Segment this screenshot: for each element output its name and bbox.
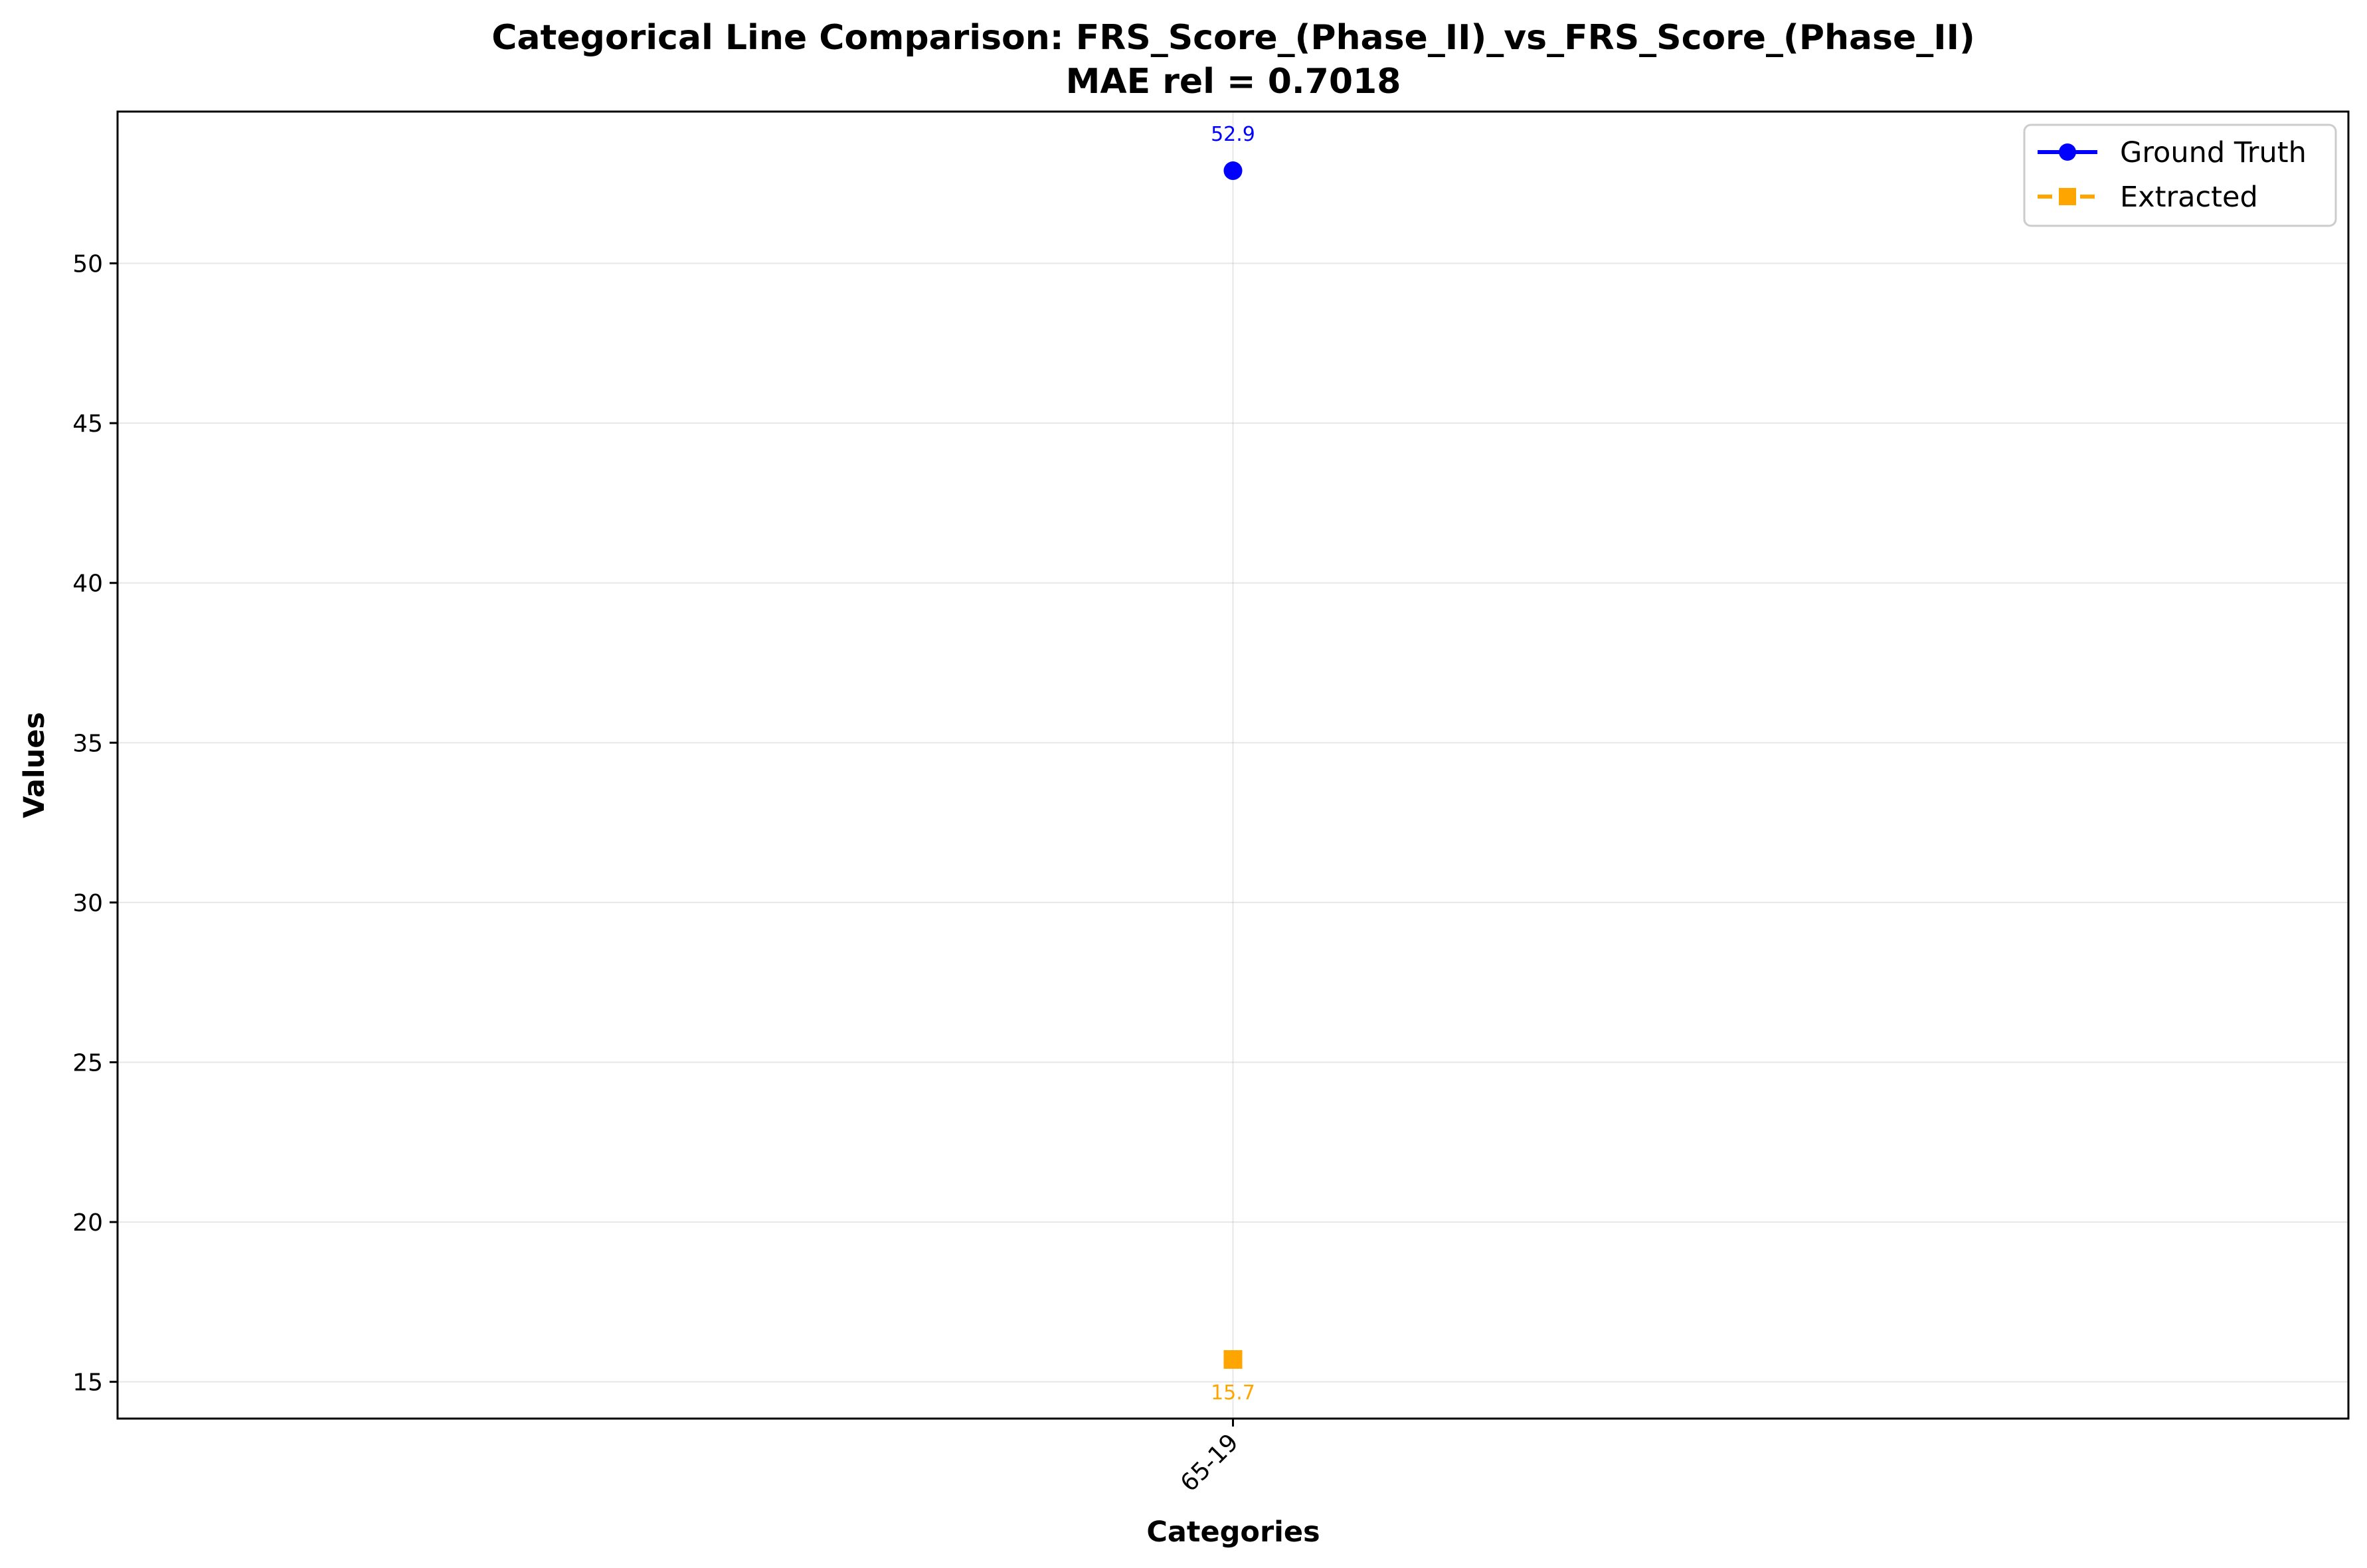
- grid: [118, 112, 2348, 1419]
- data-point-ground-truth: [1223, 161, 1243, 181]
- legend-label: Ground Truth: [2120, 136, 2307, 169]
- chart-subtitle: MAE rel = 0.7018: [1066, 62, 1401, 102]
- y-tick-label: 30: [72, 890, 103, 917]
- plot-frame: [116, 110, 2350, 1420]
- y-tick-label: 45: [72, 410, 103, 438]
- y-tick-label: 50: [72, 251, 103, 278]
- series-layer: 52.9 15.7: [1211, 123, 1255, 1405]
- y-tick-label: 35: [72, 730, 103, 757]
- data-label: 15.7: [1211, 1381, 1255, 1405]
- y-axis-label: Values: [18, 712, 51, 818]
- y-axis-ticks: 15 20 25 30 35 40 45 50: [72, 251, 118, 1397]
- legend-label: Extracted: [2120, 181, 2258, 214]
- chart-title: Categorical Line Comparison: FRS_Score_(…: [491, 18, 1974, 58]
- legend-marker-circle: [2059, 143, 2076, 161]
- y-tick-label: 25: [72, 1049, 103, 1077]
- data-label: 52.9: [1211, 123, 1255, 146]
- legend: Ground Truth Extracted: [2023, 124, 2337, 227]
- y-tick-label: 20: [72, 1209, 103, 1237]
- y-tick-label: 15: [72, 1369, 103, 1397]
- y-tick-label: 40: [72, 570, 103, 598]
- legend-frame: [2023, 124, 2337, 227]
- data-point-extracted: [1223, 1350, 1243, 1369]
- legend-marker-square: [2059, 188, 2076, 205]
- x-axis-label: Categories: [1146, 1516, 1320, 1549]
